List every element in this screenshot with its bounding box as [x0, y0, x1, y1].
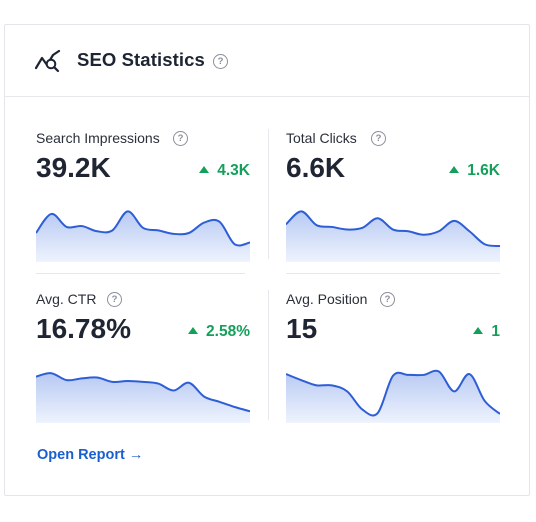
stat-label: Avg. CTR — [36, 291, 97, 307]
stat-change-value: 4.3K — [217, 162, 250, 179]
sparkline — [36, 210, 250, 262]
help-circle-icon[interactable]: ? — [107, 292, 122, 307]
sparkline-area — [286, 370, 500, 423]
arrow-up-icon — [199, 166, 210, 173]
sparkline — [36, 372, 250, 423]
card-title: SEO Statistics — [77, 49, 205, 70]
divider-horizontal — [286, 273, 500, 274]
stat-change-value: 1 — [491, 323, 500, 340]
seo-statistics-card: SEO Statistics ? Search Impressions ? 39… — [4, 24, 530, 496]
stat-change: 4.3K — [199, 162, 250, 180]
sparkline-line — [36, 210, 250, 247]
arrow-up-icon — [449, 166, 460, 173]
sparkline-line — [286, 369, 500, 417]
stat-change-value: 2.58% — [206, 323, 250, 340]
open-report-link[interactable]: Open Report → — [37, 447, 144, 463]
stat-label: Total Clicks — [286, 130, 357, 146]
stat-avg-ctr: Avg. CTR ? 16.78% 2.58% — [36, 291, 250, 427]
divider-horizontal — [36, 273, 245, 274]
stat-change: 2.58% — [188, 323, 250, 341]
stat-change: 1.6K — [449, 162, 500, 180]
sparkline — [286, 369, 500, 423]
card-header: SEO Statistics ? — [5, 25, 529, 97]
trend-search-icon — [35, 49, 61, 73]
help-circle-icon[interactable]: ? — [173, 131, 188, 146]
stat-value: 6.6K — [286, 152, 346, 183]
sparkline — [286, 210, 500, 262]
sparkline-line — [286, 210, 500, 247]
stat-value: 16.78% — [36, 313, 131, 344]
arrow-up-icon — [473, 327, 484, 334]
arrow-up-icon — [188, 327, 199, 334]
divider-vertical — [268, 290, 269, 420]
stat-label: Search Impressions — [36, 130, 160, 146]
stat-total-clicks: Total Clicks ? 6.6K 1.6K — [286, 130, 500, 266]
stat-search-impressions: Search Impressions ? 39.2K 4.3K — [36, 130, 250, 266]
help-circle-icon[interactable]: ? — [213, 54, 228, 69]
sparkline-line — [36, 372, 250, 413]
help-circle-icon[interactable]: ? — [371, 131, 386, 146]
stat-value: 39.2K — [36, 152, 111, 183]
divider-vertical — [268, 129, 269, 259]
sparkline-area — [36, 373, 250, 423]
stat-label: Avg. Position — [286, 291, 368, 307]
stat-change-value: 1.6K — [467, 162, 500, 179]
sparkline-area — [36, 211, 250, 262]
sparkline-area — [286, 211, 500, 262]
help-circle-icon[interactable]: ? — [380, 292, 395, 307]
stat-value: 15 — [286, 313, 318, 344]
stat-avg-position: Avg. Position ? 15 1 — [286, 291, 500, 427]
stat-change: 1 — [473, 323, 500, 341]
